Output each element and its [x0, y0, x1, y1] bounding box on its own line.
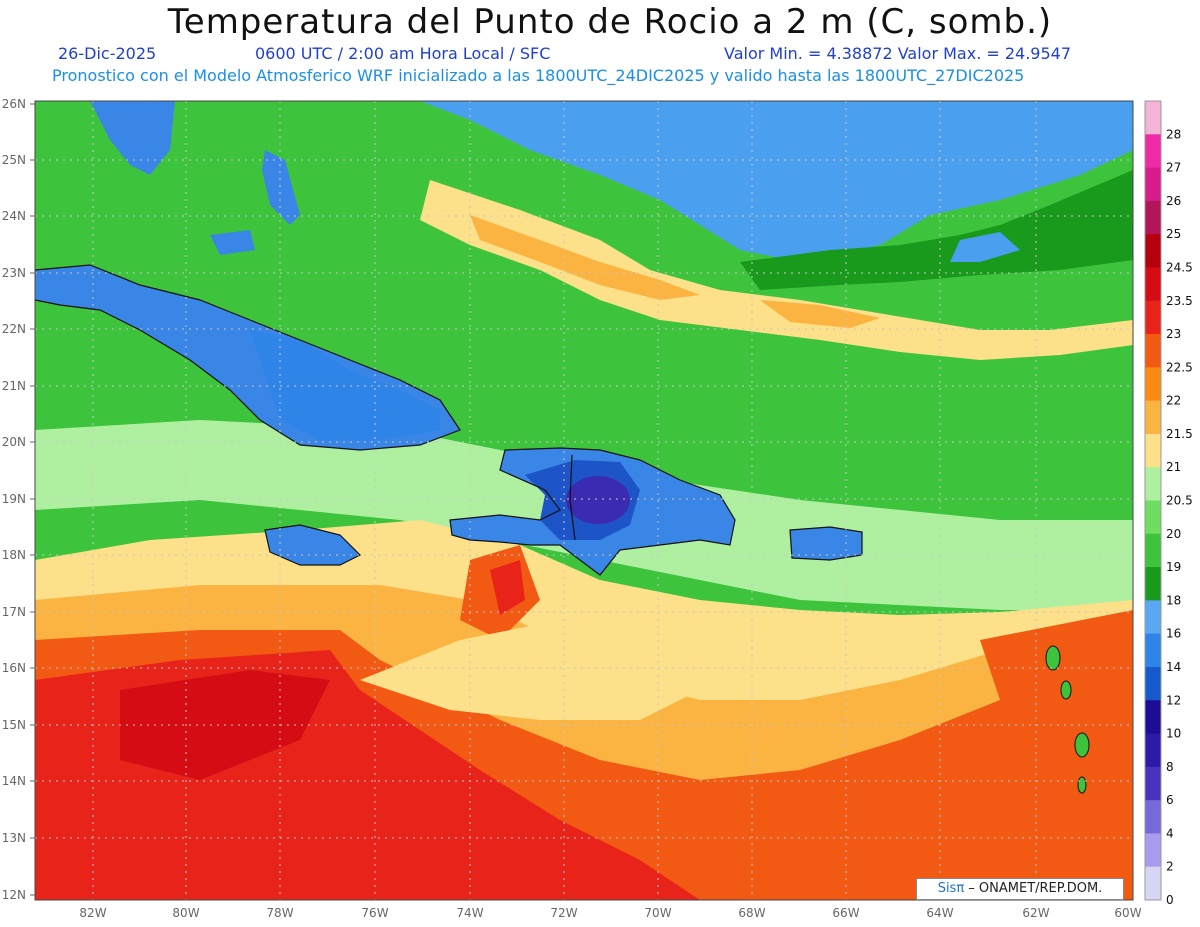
dewpoint-minimum-area — [566, 476, 630, 524]
legend-swatch — [1145, 367, 1161, 402]
legend-label: 20 — [1166, 527, 1181, 541]
legend-label: 25 — [1166, 227, 1181, 241]
lat-label: 19N — [2, 492, 26, 506]
legend-swatch — [1145, 800, 1161, 834]
lat-label: 17N — [2, 605, 26, 619]
legend-swatch — [1145, 866, 1161, 901]
legend-swatch — [1145, 600, 1161, 635]
lat-label: 23N — [2, 266, 26, 280]
legend-swatch — [1145, 334, 1161, 368]
dewpoint-field — [35, 101, 1133, 900]
legend-swatch — [1145, 267, 1161, 302]
map-border — [34, 100, 1134, 901]
legend-label: 22.5 — [1166, 360, 1193, 374]
legend-label: 21 — [1166, 460, 1181, 474]
legend-labels: 2827262524.523.52322.52221.52120.5201918… — [1166, 127, 1193, 907]
legend-label: 10 — [1166, 727, 1181, 741]
legend-swatch — [1145, 766, 1161, 801]
legend-label: 21.5 — [1166, 427, 1193, 441]
legend-swatch — [1145, 200, 1161, 235]
lon-label: 76W — [361, 906, 388, 920]
legend-outline — [1144, 100, 1162, 901]
lon-label: 70W — [644, 906, 671, 920]
legend-label: 4 — [1166, 826, 1174, 840]
legend-label: 12 — [1166, 693, 1181, 707]
legend-swatch — [1145, 500, 1161, 535]
legend-swatch — [1145, 633, 1161, 668]
credit-text: – ONAMET/REP.DOM. — [964, 881, 1103, 896]
legend-label: 20.5 — [1166, 494, 1193, 508]
lon-label: 66W — [832, 906, 859, 920]
lon-label: 72W — [550, 906, 577, 920]
legend-swatch — [1145, 433, 1161, 468]
forecast-time: 0600 UTC / 2:00 am Hora Local / SFC — [255, 44, 551, 63]
legend-swatch — [1145, 833, 1161, 868]
legend-label: 28 — [1166, 127, 1181, 141]
legend-swatch — [1145, 666, 1161, 701]
legend-swatch — [1145, 300, 1161, 335]
legend-swatch — [1145, 533, 1161, 568]
lon-label: 62W — [1022, 906, 1049, 920]
legend-label: 26 — [1166, 194, 1181, 208]
legend-label: 23.5 — [1166, 294, 1193, 308]
lat-label: 16N — [2, 661, 26, 675]
lon-label: 74W — [456, 906, 483, 920]
latitude-axis: 26N 25N 24N 23N 22N 21N 20N 19N 18N 17N … — [2, 97, 26, 902]
lat-label: 18N — [2, 548, 26, 562]
lon-label: 80W — [172, 906, 199, 920]
legend-swatch — [1145, 467, 1161, 501]
lon-label: 60W — [1114, 906, 1141, 920]
legend-label: 19 — [1166, 560, 1181, 574]
lon-label: 82W — [79, 906, 106, 920]
lat-label: 15N — [2, 718, 26, 732]
legend-swatch — [1145, 733, 1161, 768]
legend-label: 23 — [1166, 327, 1181, 341]
map-title: Temperatura del Punto de Rocio a 2 m (C,… — [167, 2, 1053, 42]
lat-label: 20N — [2, 435, 26, 449]
legend-swatch — [1145, 400, 1161, 435]
forecast-date: 26-Dic-2025 — [58, 44, 157, 63]
legend-label: 27 — [1166, 161, 1181, 175]
legend-swatch — [1145, 101, 1161, 135]
legend-label: 18 — [1166, 593, 1181, 607]
credit-box: Sisπ – ONAMET/REP.DOM. — [916, 878, 1124, 900]
lat-label: 13N — [2, 831, 26, 845]
lat-label: 12N — [2, 888, 26, 902]
legend-swatch — [1145, 134, 1161, 169]
model-info: Pronostico con el Modelo Atmosferico WRF… — [52, 66, 1025, 85]
legend-label: 2 — [1166, 860, 1174, 874]
legend-label: 24.5 — [1166, 260, 1193, 274]
lon-label: 64W — [926, 906, 953, 920]
legend-label: 6 — [1166, 793, 1174, 807]
lon-label: 68W — [738, 906, 765, 920]
lat-label: 21N — [2, 379, 26, 393]
legend-swatch — [1145, 167, 1161, 202]
value-min-max: Valor Min. = 4.38872 Valor Max. = 24.954… — [724, 44, 1072, 63]
legend-label: 22 — [1166, 394, 1181, 408]
longitude-axis: 82W 80W 78W 76W 74W 72W 70W 68W 66W 64W … — [79, 906, 1141, 920]
legend-swatch — [1145, 700, 1161, 735]
lat-label: 26N — [2, 97, 26, 111]
lat-label: 14N — [2, 774, 26, 788]
color-legend — [1144, 100, 1162, 901]
lat-label: 25N — [2, 153, 26, 167]
lat-label: 22N — [2, 322, 26, 336]
legend-label: 14 — [1166, 660, 1181, 674]
legend-swatch — [1145, 234, 1161, 268]
legend-label: 16 — [1166, 627, 1181, 641]
lon-label: 78W — [266, 906, 293, 920]
legend-label: 0 — [1166, 893, 1174, 907]
lat-label: 24N — [2, 209, 26, 223]
legend-swatch — [1145, 567, 1161, 601]
sispi-logo: Sisπ — [937, 881, 965, 896]
legend-label: 8 — [1166, 760, 1174, 774]
